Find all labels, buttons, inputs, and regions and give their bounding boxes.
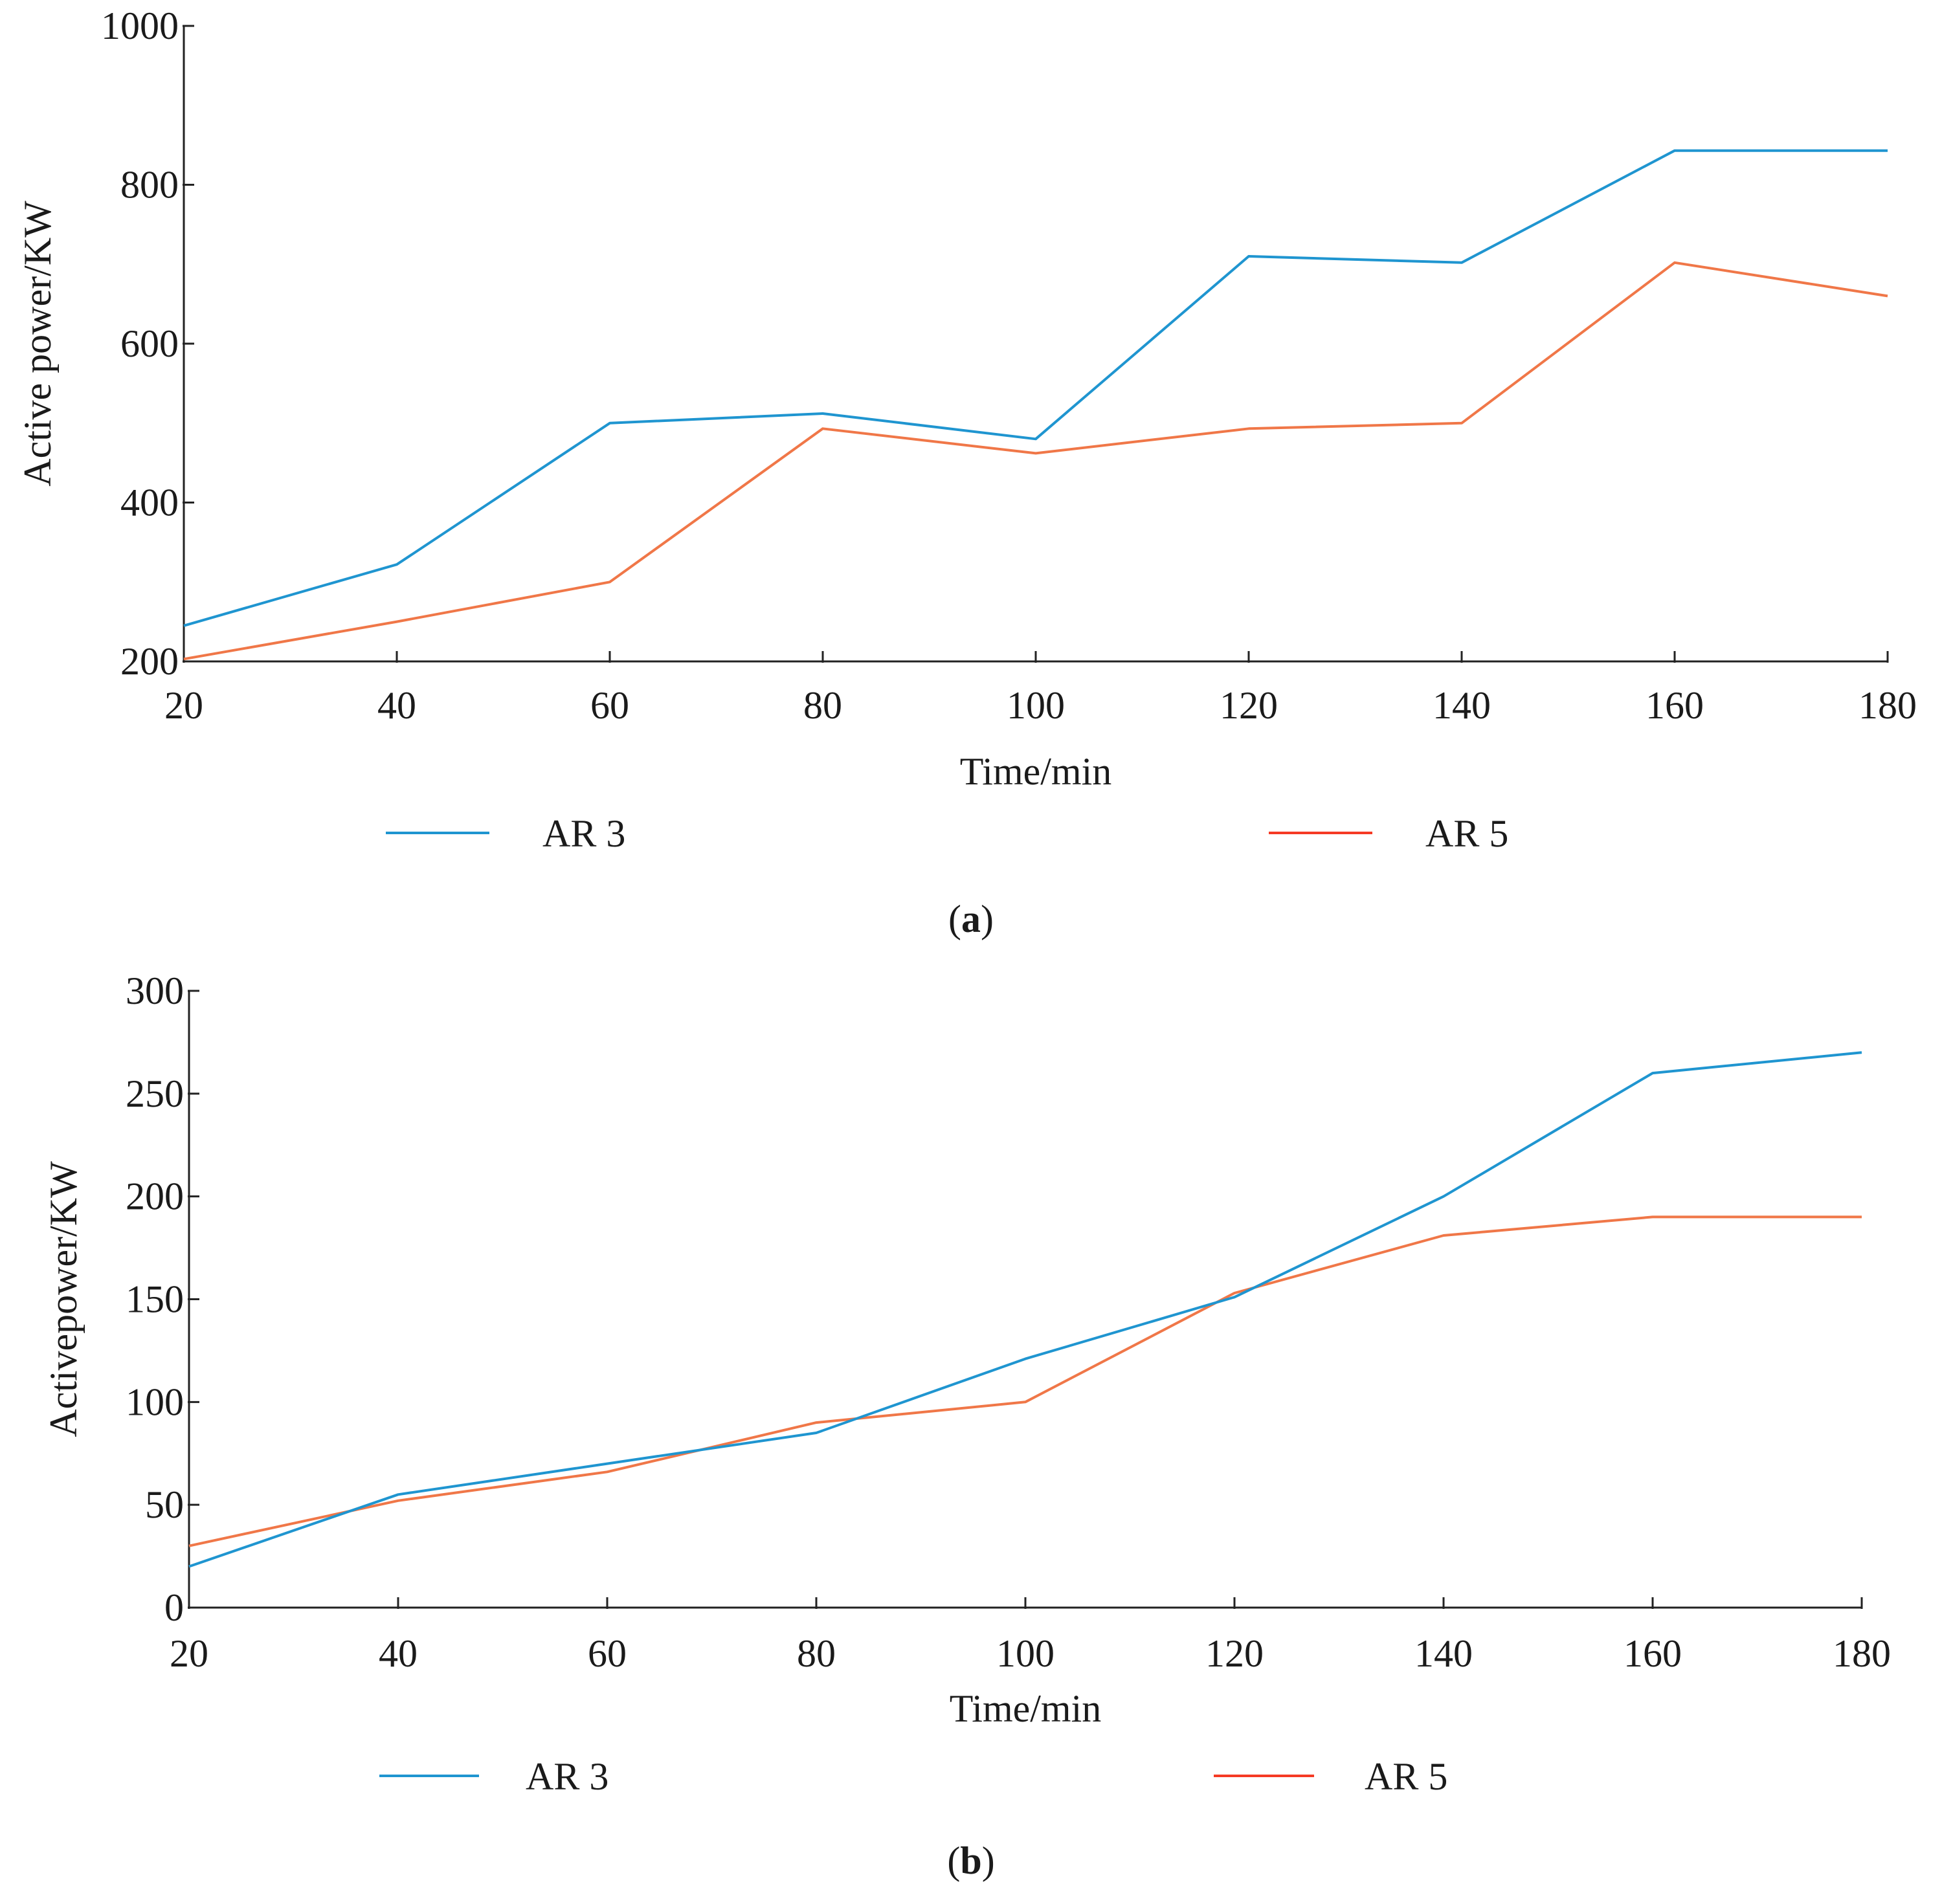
y-tick-label: 100 <box>126 1380 184 1423</box>
x-tick-label: 60 <box>590 684 629 727</box>
figure: 200400600800100020 40 60 80 100 120 140 160 180T… <box>0 0 1942 1904</box>
y-tick-label: 0 <box>164 1586 184 1629</box>
x-tick-label: 140 <box>1433 684 1491 727</box>
y-tick-label: 50 <box>145 1483 184 1526</box>
series-line-ar5 <box>184 263 1888 659</box>
y-tick-label: 400 <box>120 482 179 524</box>
y-tick-label: 1000 <box>101 5 179 47</box>
x-tick-label: 80 <box>803 684 842 727</box>
x-tick-label: 40 <box>379 1632 418 1675</box>
panel-label: (b) <box>947 1839 994 1882</box>
x-tick-label: 120 <box>1220 684 1278 727</box>
x-tick-label: 20 <box>164 684 203 727</box>
y-tick-label: 250 <box>126 1072 184 1115</box>
x-tick-label: 180 <box>1833 1632 1891 1675</box>
x-tick-label: 80 <box>797 1632 836 1675</box>
y-tick-label: 200 <box>126 1175 184 1218</box>
x-tick-label: 160 <box>1646 684 1704 727</box>
x-tick-label: 140 <box>1414 1632 1473 1675</box>
y-tick-label: 800 <box>120 164 179 206</box>
chart-panel-a: 200 400 600 800 1000 20 40 60 80 100 120 140 160 180 T… <box>16 5 1917 940</box>
x-tick-label: 40 <box>377 684 416 727</box>
x-tick-label: 20 <box>170 1632 208 1675</box>
panel-label: (a) <box>948 898 994 940</box>
y-axis-label: Activepower/KW <box>42 1161 85 1437</box>
chart-panel-b: 0 50 100 150 200 250 300 20 40 60 80 100 120 140 160 18… <box>42 969 1891 1882</box>
y-tick-label: 300 <box>126 969 184 1012</box>
series-line-ar5 <box>189 1217 1862 1545</box>
legend-label-ar5: AR 5 <box>1425 812 1508 855</box>
x-axis-label: Time/min <box>960 750 1112 793</box>
series-line-ar3 <box>184 151 1888 626</box>
y-tick-label: 150 <box>126 1278 184 1321</box>
x-axis-label: Time/min <box>950 1687 1102 1730</box>
legend-label-ar5: AR 5 <box>1365 1755 1447 1798</box>
x-tick-label: 160 <box>1624 1632 1682 1675</box>
legend-label-ar3: AR 3 <box>526 1755 608 1798</box>
y-tick-label: 600 <box>120 322 179 365</box>
x-tick-label: 120 <box>1205 1632 1264 1675</box>
y-tick-label: 200 <box>120 640 179 683</box>
y-axis-label: Active power/KW <box>16 201 59 487</box>
x-tick-label: 100 <box>1007 684 1065 727</box>
x-tick-label: 60 <box>588 1632 627 1675</box>
series-line-ar3 <box>189 1052 1862 1566</box>
x-tick-label: 100 <box>996 1632 1055 1675</box>
legend-label-ar3: AR 3 <box>542 812 625 855</box>
x-tick-label: 180 <box>1858 684 1917 727</box>
